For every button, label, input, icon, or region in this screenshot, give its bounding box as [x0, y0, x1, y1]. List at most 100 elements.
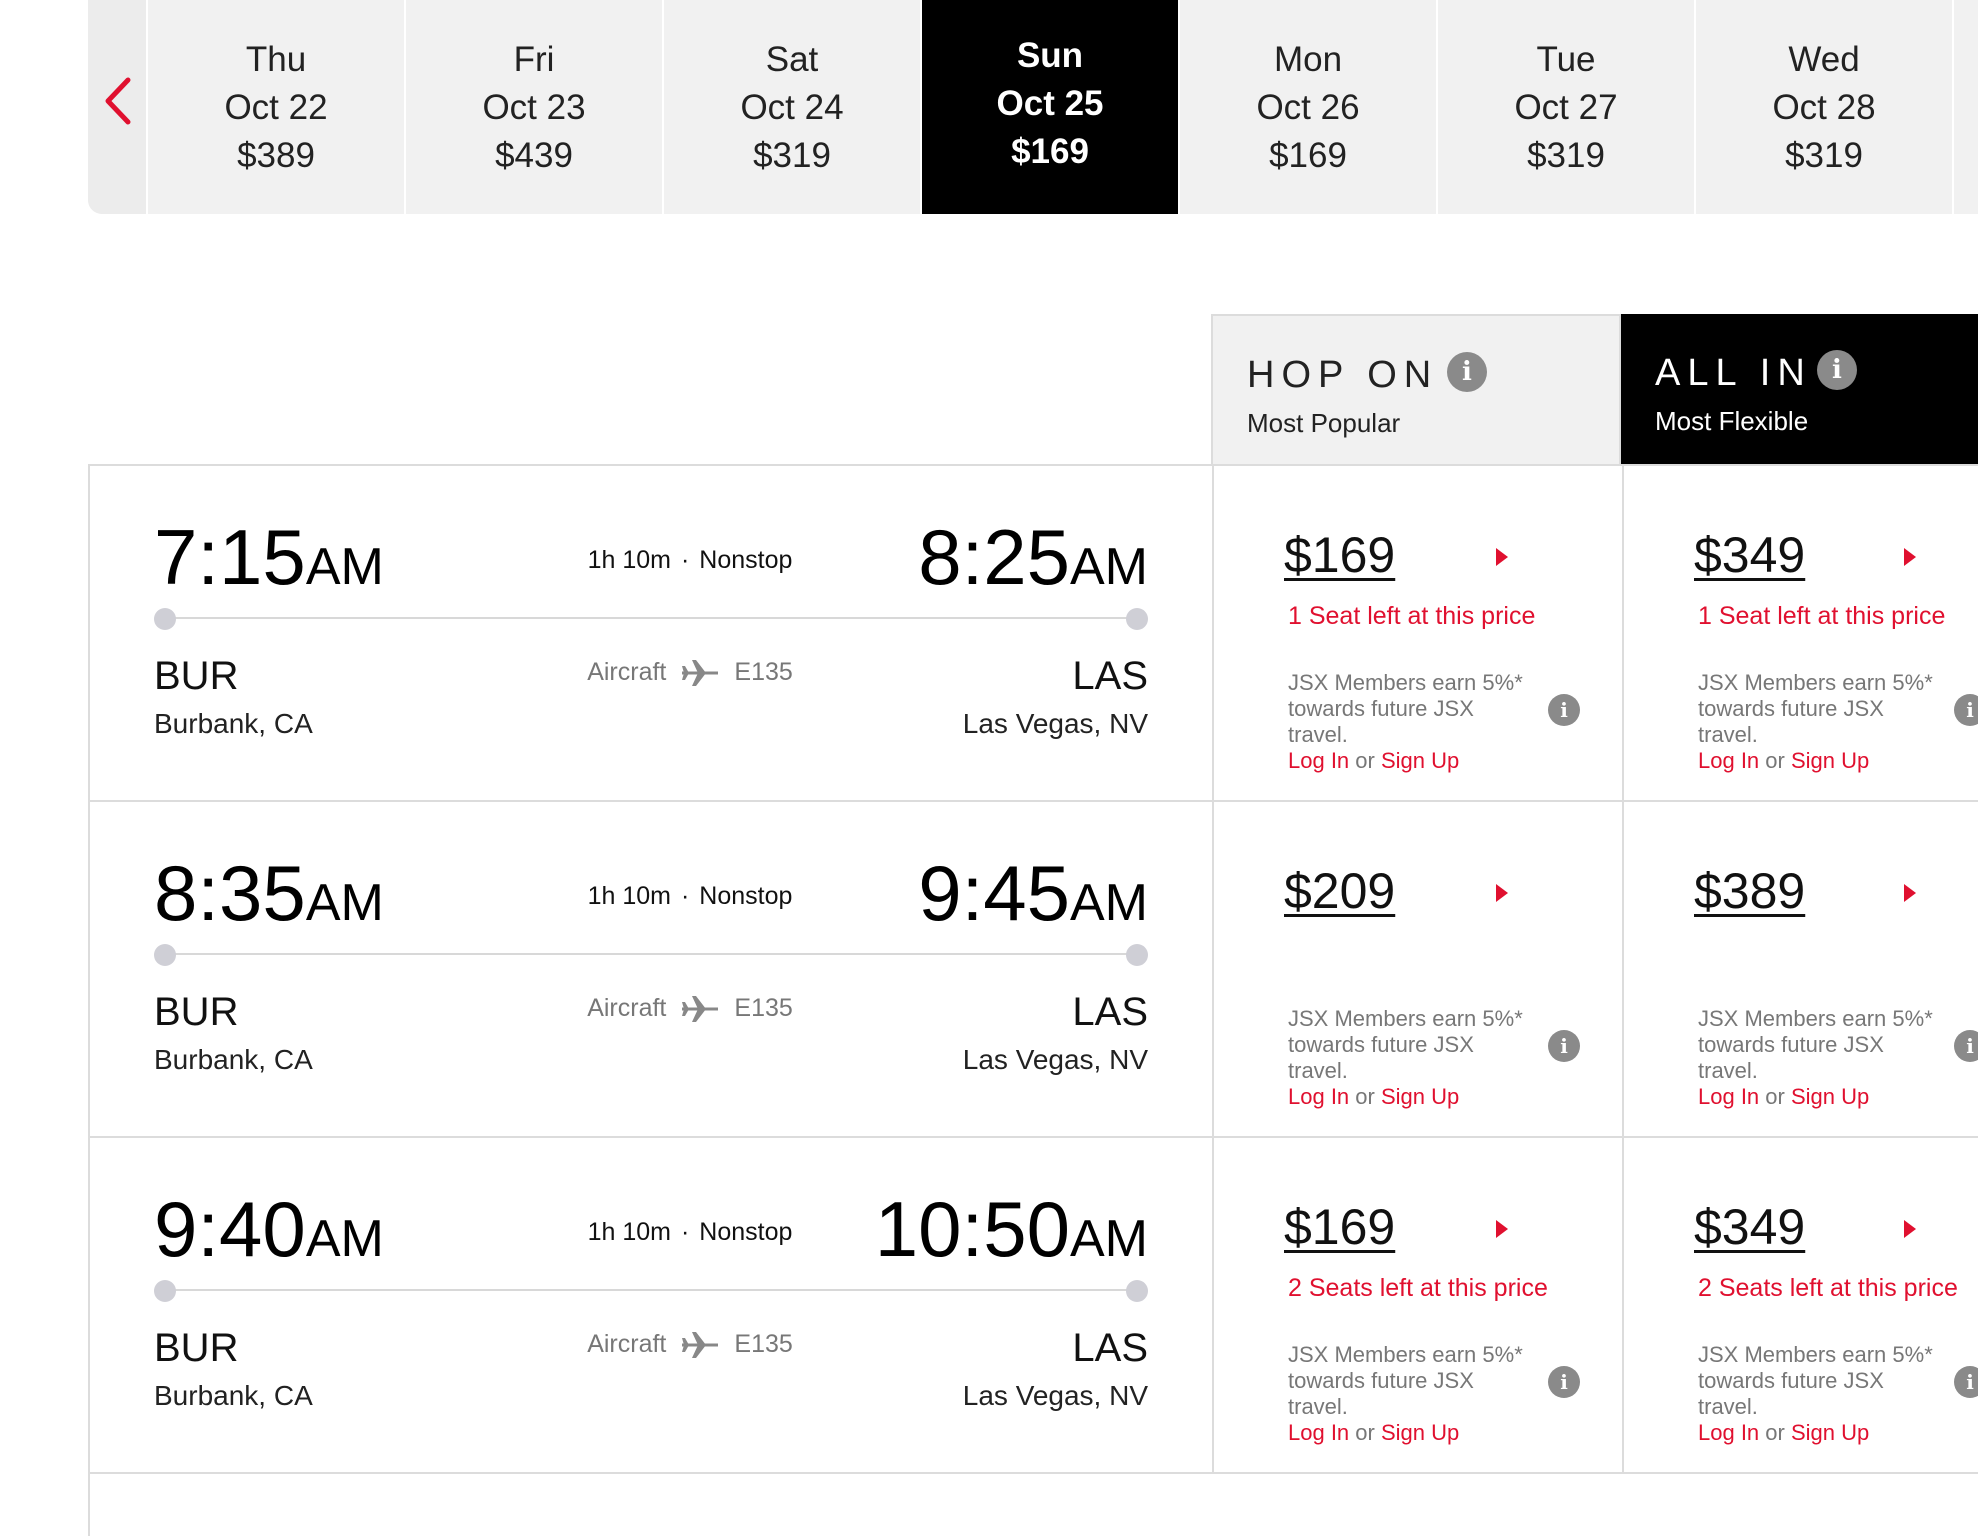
arrival-time-value: 8:25 [918, 513, 1070, 601]
flight-duration: 1h 10m · Nonstop [540, 546, 840, 575]
date-tab[interactable]: Wed Oct 28 $319 [1696, 0, 1954, 214]
signup-link[interactable]: Sign Up [1380, 748, 1460, 773]
info-icon[interactable]: i [1954, 694, 1978, 726]
signup-link[interactable]: Sign Up [1380, 1420, 1460, 1445]
login-link[interactable]: Log In [1698, 1084, 1760, 1109]
flight-list: 7:15AM 1h 10m · Nonstop 8:25AM BUR Burbank… [88, 464, 1978, 1536]
date-tab-date: Oct 26 [1256, 88, 1360, 127]
origin-code: BUR [154, 990, 239, 1034]
signup-link[interactable]: Sign Up [1790, 748, 1870, 773]
fare-cell-hop-on[interactable]: $209 JSX Members earn 5%* towards future… [1212, 802, 1622, 1136]
info-icon[interactable]: i [1548, 1366, 1580, 1398]
login-link[interactable]: Log In [1288, 1084, 1350, 1109]
fare-cell-all-in[interactable]: $349 1 Seat left at this price JSX Membe… [1622, 466, 1978, 800]
origin-dot [154, 1280, 176, 1302]
member-note: JSX Members earn 5%* towards future JSX … [1698, 1006, 1938, 1110]
destination-city: Las Vegas, NV [962, 1380, 1148, 1411]
date-tab-date: Oct 28 [1772, 88, 1876, 127]
flight-schedule: 7:15AM 1h 10m · Nonstop 8:25AM BUR Burbank… [90, 466, 1212, 800]
fare-price-hop-on[interactable]: $209 [1284, 863, 1396, 919]
departure-time-value: 9:40 [154, 1185, 306, 1273]
seats-left-all-in: 2 Seats left at this price [1698, 1274, 1958, 1302]
destination-city: Las Vegas, NV [962, 1044, 1148, 1075]
departure-time: 7:15AM [154, 512, 384, 612]
fare-price-all-in[interactable]: $349 [1694, 527, 1806, 583]
arrival-ampm: AM [1070, 874, 1148, 932]
date-tab-price: $169 [1011, 132, 1089, 171]
caret-right-icon[interactable] [1902, 882, 1918, 904]
date-tab-date: Oct 24 [740, 88, 844, 127]
fare-price-hop-on[interactable]: $169 [1284, 527, 1396, 583]
date-tab[interactable]: Mon Oct 26 $169 [1180, 0, 1438, 214]
caret-right-icon[interactable] [1494, 546, 1510, 568]
info-icon[interactable]: i [1954, 1366, 1978, 1398]
member-note-text: JSX Members earn 5%* towards future JSX … [1288, 1006, 1523, 1083]
member-note: JSX Members earn 5%* towards future JSX … [1698, 670, 1938, 774]
fare-cell-hop-on[interactable]: $169 1 Seat left at this price JSX Membe… [1212, 466, 1622, 800]
origin-city: Burbank, CA [154, 708, 313, 739]
fare-title-hop-on: HOP ON [1247, 354, 1439, 396]
signup-link[interactable]: Sign Up [1380, 1084, 1460, 1109]
fare-header-hop-on: HOP ON i Most Popular [1211, 314, 1621, 466]
aircraft-type: E135 [734, 658, 793, 686]
date-tab-date: Oct 27 [1514, 88, 1618, 127]
destination-dot [1126, 944, 1148, 966]
info-icon[interactable]: i [1817, 350, 1857, 390]
stops-value: Nonstop [699, 1218, 793, 1246]
signup-link[interactable]: Sign Up [1790, 1084, 1870, 1109]
separator-dot: · [680, 546, 690, 574]
date-tab-day: Tue [1536, 40, 1596, 79]
date-tab[interactable]: Fri Oct 23 $439 [406, 0, 664, 214]
date-tab[interactable]: Sat Oct 24 $319 [664, 0, 922, 214]
login-link[interactable]: Log In [1698, 1420, 1760, 1445]
date-tab[interactable]: Tue Oct 27 $319 [1438, 0, 1696, 214]
login-link[interactable]: Log In [1698, 748, 1760, 773]
previous-dates-button[interactable] [88, 0, 148, 214]
or-text: or [1765, 1084, 1785, 1109]
arrival-time-value: 9:45 [918, 849, 1070, 937]
aircraft-type: E135 [734, 1330, 793, 1358]
destination-code: LAS [1072, 654, 1148, 698]
fare-price-hop-on[interactable]: $169 [1284, 1199, 1396, 1255]
aircraft-info: Aircraft E135 [540, 1330, 840, 1360]
arrival-ampm: AM [1070, 538, 1148, 596]
seats-left-hop-on: 1 Seat left at this price [1288, 602, 1536, 630]
member-note-text: JSX Members earn 5%* towards future JSX … [1698, 1006, 1933, 1083]
date-tab[interactable]: Sun Oct 25 $169 [922, 0, 1180, 214]
fare-cell-hop-on[interactable]: $169 2 Seats left at this price JSX Memb… [1212, 1138, 1622, 1472]
origin-dot [154, 944, 176, 966]
arrival-time-value: 10:50 [874, 1185, 1070, 1273]
signup-link[interactable]: Sign Up [1790, 1420, 1870, 1445]
or-text: or [1355, 1420, 1375, 1445]
caret-right-icon[interactable] [1902, 546, 1918, 568]
aircraft-label: Aircraft [587, 994, 667, 1022]
info-icon[interactable]: i [1954, 1030, 1978, 1062]
info-icon[interactable]: i [1548, 1030, 1580, 1062]
date-tab-price: $169 [1269, 136, 1347, 175]
member-note-text: JSX Members earn 5%* towards future JSX … [1288, 670, 1523, 747]
info-icon[interactable]: i [1548, 694, 1580, 726]
fare-price-all-in[interactable]: $389 [1694, 863, 1806, 919]
info-icon[interactable]: i [1447, 352, 1487, 392]
caret-right-icon[interactable] [1494, 882, 1510, 904]
fare-price-all-in[interactable]: $349 [1694, 1199, 1806, 1255]
fare-cell-all-in[interactable]: $389 JSX Members earn 5%* towards future… [1622, 802, 1978, 1136]
departure-ampm: AM [305, 538, 384, 596]
departure-ampm: AM [305, 874, 384, 932]
caret-right-icon[interactable] [1494, 1218, 1510, 1240]
member-note: JSX Members earn 5%* towards future JSX … [1288, 1342, 1528, 1446]
date-tab-price: $439 [495, 136, 573, 175]
date-tab-price: $319 [753, 136, 831, 175]
destination-code: LAS [1072, 990, 1148, 1034]
caret-right-icon[interactable] [1902, 1218, 1918, 1240]
fare-cell-all-in[interactable]: $349 2 Seats left at this price JSX Memb… [1622, 1138, 1978, 1472]
route-line [154, 604, 1148, 634]
login-link[interactable]: Log In [1288, 748, 1350, 773]
departure-time: 9:40AM [154, 1184, 384, 1284]
date-tab-day: Thu [245, 40, 307, 79]
departure-time: 8:35AM [154, 848, 384, 948]
fare-subtitle-all-in: Most Flexible [1655, 406, 1809, 436]
destination-city: Las Vegas, NV [962, 708, 1148, 739]
login-link[interactable]: Log In [1288, 1420, 1350, 1445]
date-tab[interactable]: Thu Oct 22 $389 [148, 0, 406, 214]
